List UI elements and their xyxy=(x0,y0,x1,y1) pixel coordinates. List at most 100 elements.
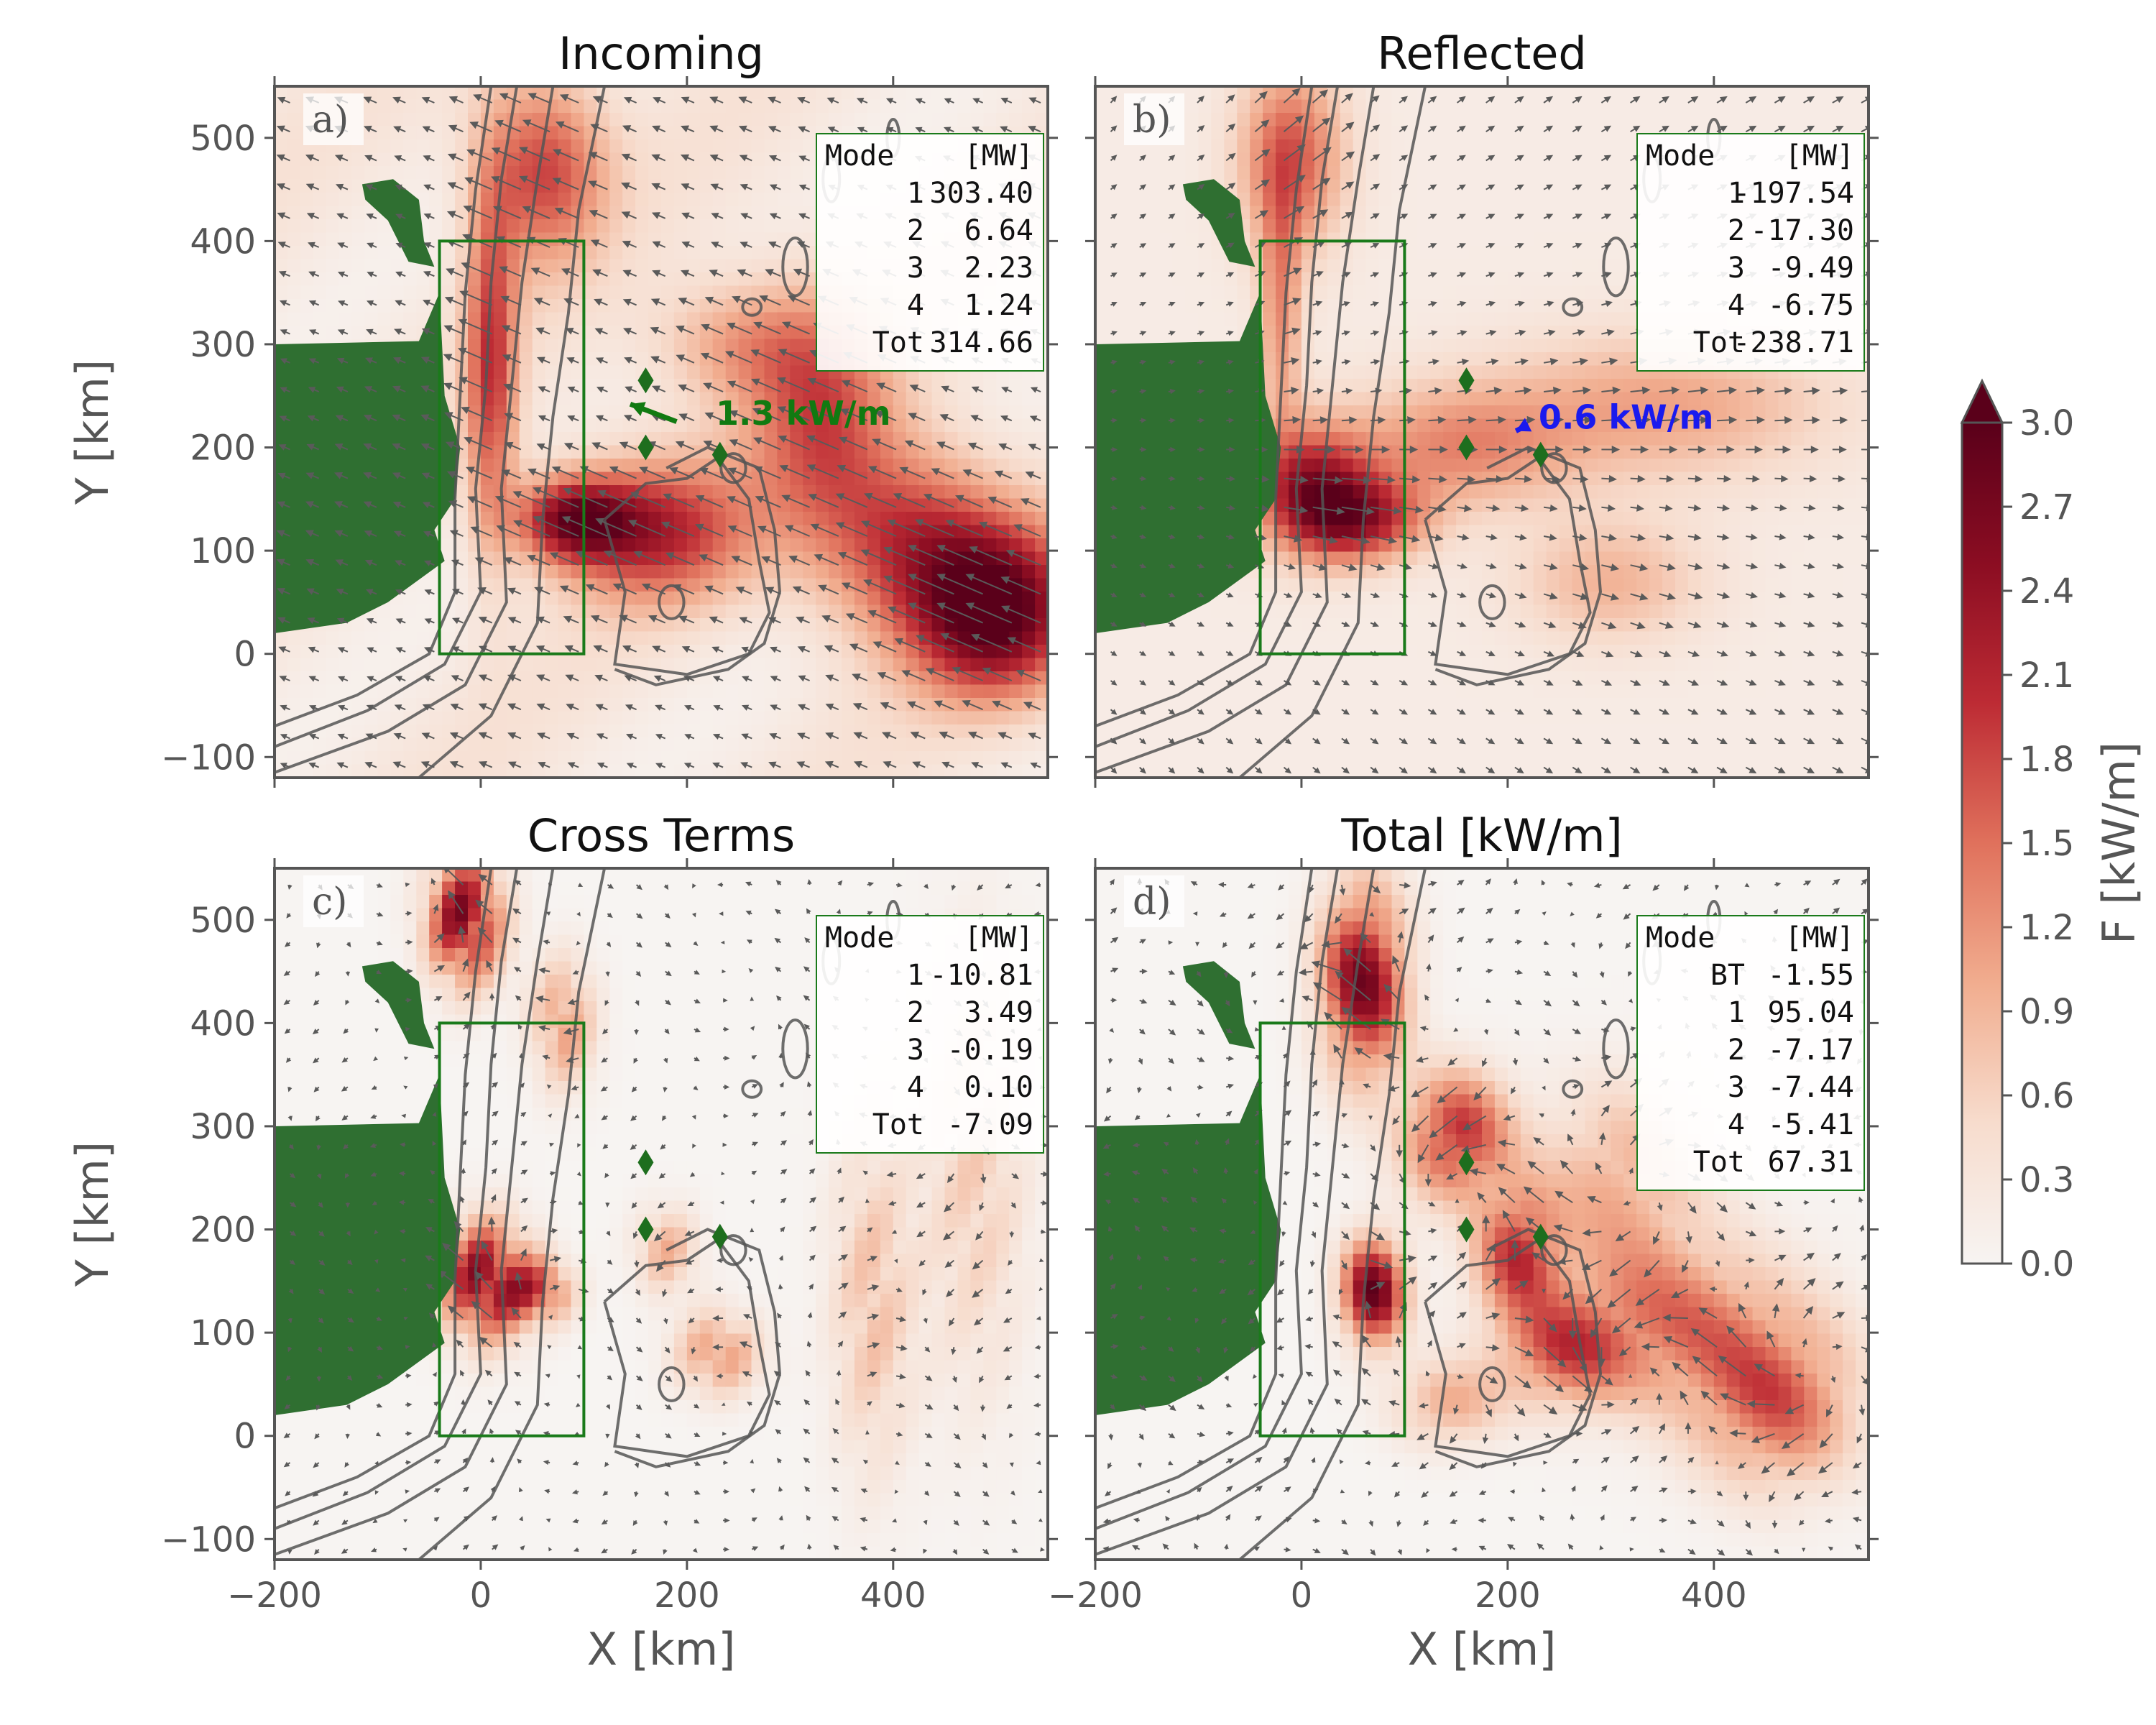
heatmap-cell xyxy=(893,658,907,672)
heatmap-cell xyxy=(893,751,907,765)
heatmap-cell xyxy=(725,139,740,154)
heatmap-cell xyxy=(1159,645,1174,659)
heatmap-cell xyxy=(609,219,623,234)
flux-arrow-head xyxy=(549,552,559,560)
heatmap-cell xyxy=(803,299,816,313)
heatmap-cell xyxy=(545,498,559,512)
heatmap-cell xyxy=(1095,312,1109,326)
heatmap-cell xyxy=(584,671,598,686)
contour-ring xyxy=(719,452,747,484)
heatmap-cell xyxy=(571,299,585,313)
heatmap-cell xyxy=(584,565,598,579)
heatmap-cell xyxy=(867,592,881,606)
heatmap-cell xyxy=(725,219,740,234)
mooring-marker xyxy=(637,434,654,461)
flux-arrow-head xyxy=(655,734,663,740)
heatmap-cell xyxy=(364,259,379,273)
heatmap-cell xyxy=(571,592,585,606)
heatmap-cell xyxy=(1035,631,1048,645)
heatmap-cell xyxy=(880,711,894,725)
heatmap-cell xyxy=(468,618,482,632)
flux-arrow-head xyxy=(336,357,345,364)
heatmap-cell xyxy=(351,645,366,659)
heatmap-cell xyxy=(1095,631,1109,645)
flux-arrow-head xyxy=(277,212,286,219)
heatmap-cell xyxy=(480,259,494,273)
heatmap-cell xyxy=(429,684,443,699)
heatmap-cell xyxy=(725,299,740,313)
heatmap-cell xyxy=(1159,312,1174,326)
heatmap-cell xyxy=(970,751,985,765)
flux-arrow-head xyxy=(781,494,791,502)
heatmap-cell xyxy=(455,472,469,486)
heatmap-cell xyxy=(751,512,765,526)
heatmap-cell xyxy=(829,392,842,406)
heatmap-cell xyxy=(635,166,649,180)
flux-arrow-head xyxy=(333,501,344,508)
heatmap-cell xyxy=(275,698,288,712)
heatmap-cell xyxy=(957,459,972,473)
heatmap-cell xyxy=(648,113,662,127)
flux-arrow-head xyxy=(860,549,870,557)
heatmap-cell xyxy=(1185,764,1199,778)
heatmap-cell xyxy=(403,764,417,778)
heatmap-cell xyxy=(596,592,610,606)
heatmap-cell xyxy=(661,299,675,313)
heatmap-cell xyxy=(725,671,740,686)
heatmap-cell xyxy=(725,312,740,326)
heatmap-cell xyxy=(519,339,533,353)
heatmap-cell xyxy=(699,631,714,645)
flux-arrow-head xyxy=(306,588,315,595)
heatmap-cell xyxy=(790,684,803,699)
heatmap-cell xyxy=(777,418,791,433)
heatmap-cell xyxy=(622,285,636,300)
heatmap-cell xyxy=(584,299,598,313)
heatmap-cell xyxy=(442,285,456,300)
heatmap-cell xyxy=(1172,618,1187,632)
heatmap-cell xyxy=(803,592,816,606)
heatmap-cell xyxy=(468,219,482,234)
flux-arrow-head xyxy=(941,385,949,393)
heatmap-cell xyxy=(686,352,701,367)
heatmap-cell xyxy=(725,206,740,220)
heatmap-cell xyxy=(957,99,972,114)
heatmap-cell xyxy=(829,512,842,526)
heatmap-cell xyxy=(1095,246,1109,260)
heatmap-cell xyxy=(1035,432,1048,446)
heatmap-cell xyxy=(1035,113,1048,127)
heatmap-cell xyxy=(558,578,572,592)
flux-arrow-head xyxy=(305,530,314,538)
heatmap-cell xyxy=(313,206,327,220)
heatmap-cell xyxy=(842,99,855,114)
flux-arrow-head xyxy=(969,546,978,554)
heatmap-cell xyxy=(480,764,494,778)
heatmap-cell xyxy=(596,166,610,180)
flux-arrow-head xyxy=(852,673,861,681)
heatmap-cell xyxy=(364,631,379,645)
heatmap-cell xyxy=(673,193,688,207)
heatmap-cell xyxy=(532,285,546,300)
heatmap-cell xyxy=(635,193,649,207)
heatmap-cell xyxy=(635,86,649,101)
heatmap-cell xyxy=(764,113,778,127)
heatmap-cell xyxy=(803,285,816,300)
heatmap-cell xyxy=(635,352,649,367)
heatmap-cell xyxy=(622,565,636,579)
heatmap-cell xyxy=(764,312,778,326)
heatmap-cell xyxy=(1095,684,1109,699)
flux-arrow-head xyxy=(872,641,883,649)
heatmap-cell xyxy=(635,179,649,193)
heatmap-cell xyxy=(442,246,456,260)
heatmap-cell xyxy=(429,99,443,114)
heatmap-cell xyxy=(751,166,765,180)
flux-arrow-head xyxy=(447,182,456,190)
heatmap-cell xyxy=(970,711,985,725)
heatmap-cell xyxy=(609,485,623,500)
heatmap-cell xyxy=(1211,139,1225,154)
heatmap-cell xyxy=(661,259,675,273)
heatmap-cell xyxy=(506,684,520,699)
heatmap-cell xyxy=(906,86,920,101)
heatmap-cell xyxy=(351,764,366,778)
heatmap-cell xyxy=(699,645,714,659)
heatmap-cell xyxy=(596,751,610,765)
